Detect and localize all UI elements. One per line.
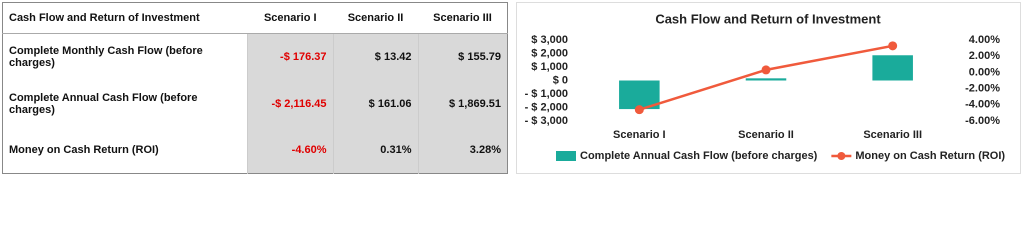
- table-row: Complete Annual Cash Flow (before charge…: [3, 80, 508, 127]
- cash-flow-table: Cash Flow and Return of Investment Scenar…: [2, 2, 508, 174]
- x-tick-label: Scenario II: [738, 129, 794, 141]
- x-tick-label: Scenario III: [863, 129, 922, 141]
- y-tick-label: - $ 1,000: [525, 88, 568, 100]
- legend-label: Money on Cash Return (ROI): [855, 150, 1005, 162]
- legend-swatch: [556, 151, 576, 161]
- y-tick-label: $ 0: [553, 74, 568, 86]
- row-label: Money on Cash Return (ROI): [9, 143, 159, 156]
- table-row: Cash Flow and Return of Investment Scenar…: [2, 2, 508, 35]
- table-row: Money on Cash Return (ROI) -4.60% 0.31% 3.2…: [3, 126, 508, 174]
- y-tick-label: $ 2,000: [531, 47, 568, 59]
- y-tick-label: - $ 2,000: [525, 101, 568, 113]
- cell: 0.31%: [332, 126, 418, 174]
- y2-tick-label: -2.00%: [965, 83, 1000, 95]
- chart-frame: [516, 2, 1021, 174]
- cell: $ 1,869.51: [417, 80, 508, 127]
- cell: -$ 2,116.45: [247, 80, 334, 127]
- y2-tick-label: 4.00%: [969, 34, 1000, 46]
- row-label: Complete Monthly Cash Flow (before charg…: [9, 45, 203, 70]
- y2-tick-label: -6.00%: [965, 115, 1000, 127]
- y2-tick-label: -4.00%: [965, 99, 1000, 111]
- y2-tick-label: 0.00%: [969, 66, 1000, 78]
- bar: [745, 78, 787, 81]
- x-tick-label: Scenario I: [613, 129, 666, 141]
- cell: Scenario I: [247, 2, 334, 35]
- screen: Cash Flow and Return of Investment Scenar…: [2, 2, 1021, 174]
- y2-tick-label: 2.00%: [969, 50, 1000, 62]
- chart: Cash Flow and Return of Investment $ 3,0…: [516, 2, 1021, 174]
- cell: -4.60%: [247, 126, 334, 174]
- row-label: Complete Annual Cash Flow (before charge…: [9, 91, 198, 116]
- y-tick-label: $ 1,000: [531, 61, 568, 73]
- cell: 3.28%: [417, 126, 508, 174]
- cell: $ 161.06: [332, 80, 418, 127]
- table-row: Complete Monthly Cash Flow (before charg…: [3, 33, 508, 81]
- line-point: [634, 105, 644, 115]
- cell: -$ 176.37: [247, 33, 334, 81]
- y-tick-label: - $ 3,000: [525, 115, 568, 127]
- row-label: Cash Flow and Return of Investment: [2, 2, 248, 35]
- cell: $ 13.42: [332, 33, 418, 81]
- cell: Scenario III: [418, 2, 508, 35]
- bar: [872, 55, 913, 81]
- legend-swatch: [837, 152, 846, 160]
- line-point: [761, 65, 771, 75]
- chart-title: Cash Flow and Return of Investment: [655, 11, 881, 26]
- line-point: [888, 41, 898, 51]
- cell: $ 155.79: [417, 33, 508, 81]
- y-tick-label: $ 3,000: [531, 34, 568, 46]
- cell: Scenario II: [333, 2, 418, 35]
- legend-label: Complete Annual Cash Flow (before charge…: [580, 150, 818, 162]
